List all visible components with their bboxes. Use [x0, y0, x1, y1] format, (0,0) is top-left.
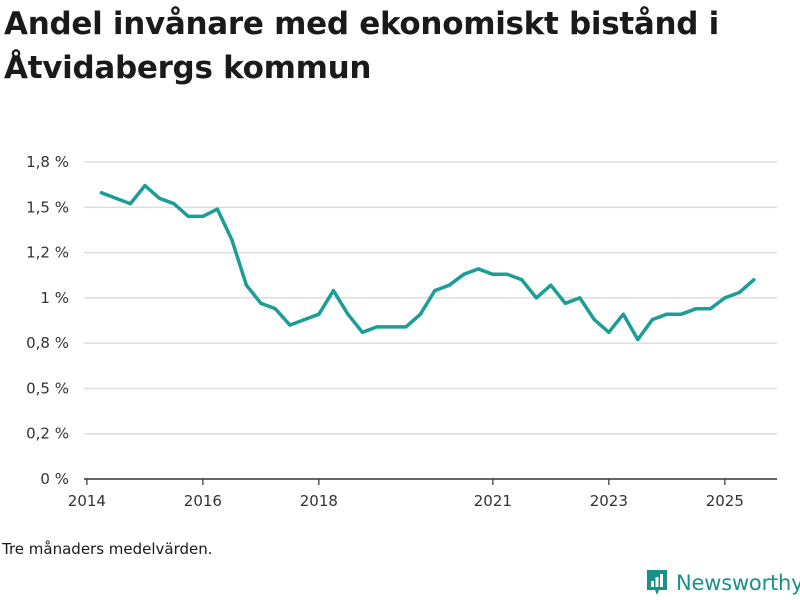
series-line	[99, 183, 756, 342]
data-point	[737, 290, 741, 295]
x-tick-label: 2016	[184, 492, 222, 510]
data-point	[99, 191, 103, 195]
y-tick-label: 0,2 %	[26, 425, 69, 443]
y-tick-label: 0,5 %	[26, 379, 69, 397]
data-point	[592, 318, 596, 322]
data-point	[665, 312, 669, 316]
data-point	[186, 214, 190, 218]
data-point	[621, 312, 625, 316]
y-tick-label: 0 %	[40, 470, 69, 488]
data-point	[172, 202, 176, 206]
y-tick-label: 1,2 %	[26, 244, 69, 262]
data-point	[244, 283, 248, 287]
data-point	[143, 184, 147, 188]
data-point	[694, 307, 698, 311]
data-point	[418, 312, 422, 316]
data-point	[636, 337, 640, 342]
line-chart: 0 % 0,2 % 0,5 % 0,8 % 1 % 1,2 % 1,5 % 1,8 % 201…	[26, 153, 777, 510]
x-axis: 2014 2016 2018 2021 2023 2025	[68, 478, 777, 510]
data-point	[549, 283, 553, 287]
y-tick-label: 1,8 %	[26, 153, 69, 171]
data-point	[259, 301, 263, 305]
data-point	[650, 318, 654, 322]
data-point	[273, 307, 277, 311]
data-point	[114, 196, 118, 200]
data-point	[128, 202, 132, 206]
data-point	[404, 325, 408, 329]
data-point	[317, 312, 321, 316]
data-point	[215, 207, 219, 211]
data-point	[578, 296, 582, 300]
x-tick-label: 2014	[68, 492, 106, 510]
chart-title: Andel invånare med ekonomiskt bistånd i …	[4, 6, 719, 86]
data-point	[360, 330, 364, 334]
data-point	[230, 238, 234, 242]
y-tick-label: 1 %	[40, 289, 69, 307]
data-point	[331, 289, 335, 293]
data-point	[505, 272, 509, 276]
y-tick-label: 1,5 %	[26, 198, 69, 216]
y-axis-ticks: 0 % 0,2 % 0,5 % 0,8 % 1 % 1,2 % 1,5 % 1,8 %	[26, 153, 69, 488]
data-point	[447, 283, 451, 287]
data-point	[389, 325, 393, 329]
data-point	[375, 325, 379, 329]
data-point	[752, 278, 756, 282]
data-point	[288, 323, 292, 327]
data-point	[534, 296, 538, 300]
data-point	[157, 196, 161, 200]
data-point	[723, 296, 727, 300]
newsworthy-logo[interactable]: Newsworthy	[645, 568, 800, 598]
data-point	[476, 267, 480, 271]
footnote: Tre månaders medelvärden.	[2, 540, 213, 558]
series-layer	[99, 183, 756, 342]
x-tick-label: 2023	[590, 492, 628, 510]
brand-name: Newsworthy	[676, 571, 800, 595]
data-point	[491, 272, 495, 276]
grid-lines	[84, 161, 777, 435]
data-point	[607, 330, 611, 334]
data-point	[708, 307, 712, 311]
x-tick-label: 2018	[300, 492, 338, 510]
x-tick-label: 2021	[474, 492, 512, 510]
data-point	[563, 301, 567, 305]
data-point	[679, 312, 683, 316]
data-point	[346, 312, 350, 316]
data-point	[433, 289, 437, 293]
data-point	[462, 272, 466, 276]
data-point	[201, 214, 205, 218]
newsworthy-icon	[647, 570, 667, 595]
data-point	[520, 278, 524, 282]
x-tick-label: 2025	[706, 492, 744, 510]
data-point	[302, 318, 306, 322]
y-tick-label: 0,8 %	[26, 334, 69, 352]
